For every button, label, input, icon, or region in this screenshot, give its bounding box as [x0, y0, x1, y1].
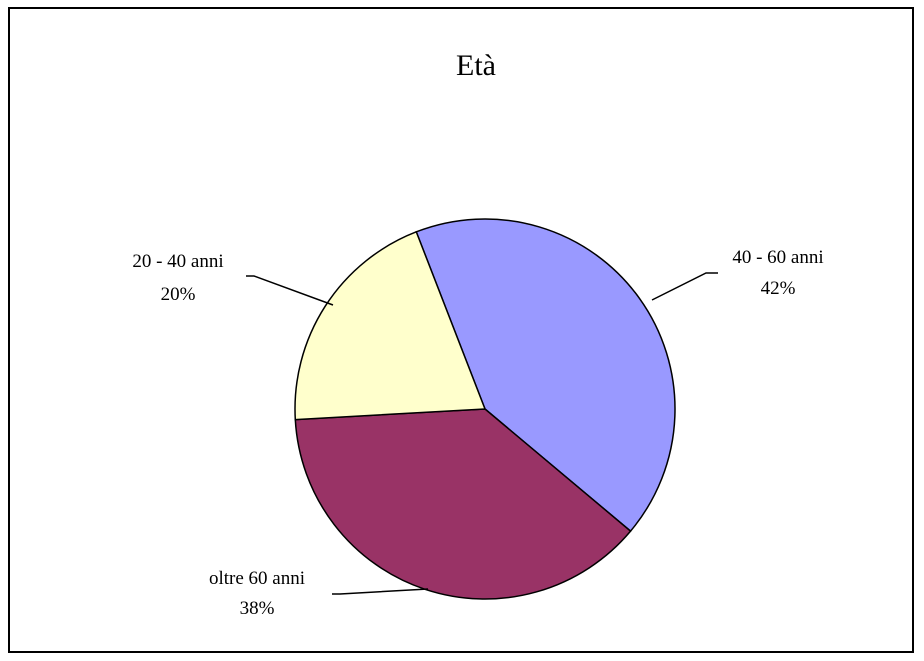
leader-line-40-60: [651, 272, 718, 301]
slice-label-40-60: 40 - 60 anni: [732, 247, 823, 268]
slice-label-oltre-60: oltre 60 anni: [209, 568, 305, 589]
slices-group: [294, 218, 676, 600]
slice-percent-oltre-60: 38%: [240, 598, 275, 619]
slice-percent-40-60: 42%: [761, 278, 796, 299]
leader-line-oltre-60: [332, 588, 429, 595]
leader-lines-group: [246, 272, 718, 595]
slice-20-40: [294, 230, 487, 421]
leader-line-20-40: [246, 275, 334, 306]
slice-label-20-40: 20 - 40 anni: [132, 251, 223, 272]
chart-frame: Età 40 - 60 anni 42% oltre 60 anni 38% 2…: [8, 7, 914, 653]
slice-40-60: [415, 218, 676, 533]
slice-percent-20-40: 20%: [161, 284, 196, 305]
chart-title: Età: [456, 49, 496, 82]
pie-chart: Età 40 - 60 anni 42% oltre 60 anni 38% 2…: [132, 49, 823, 619]
